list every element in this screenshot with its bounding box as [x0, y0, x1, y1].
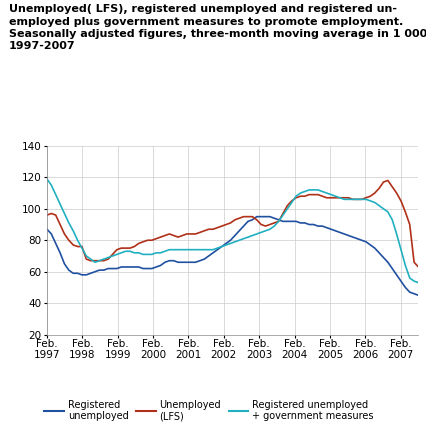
Legend: Registered
unemployed, Unemployed
(LFS), Registered unemployed
+ government meas: Registered unemployed, Unemployed (LFS),… — [44, 400, 373, 421]
Text: Unemployed( LFS), registered unemployed and registered un-
employed plus governm: Unemployed( LFS), registered unemployed … — [9, 4, 426, 51]
